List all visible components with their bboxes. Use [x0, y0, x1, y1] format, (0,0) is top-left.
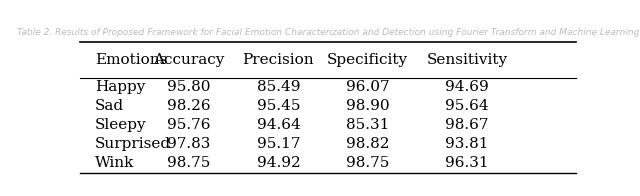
Text: Sleepy: Sleepy [95, 118, 147, 132]
Text: 95.76: 95.76 [168, 118, 211, 132]
Text: Happy: Happy [95, 80, 145, 94]
Text: 94.92: 94.92 [257, 156, 300, 170]
Text: Emotions: Emotions [95, 53, 167, 67]
Text: 95.64: 95.64 [445, 99, 489, 113]
Text: Surprised: Surprised [95, 137, 171, 151]
Text: 98.75: 98.75 [346, 156, 389, 170]
Text: Wink: Wink [95, 156, 134, 170]
Text: 96.31: 96.31 [445, 156, 489, 170]
Text: Specificity: Specificity [327, 53, 408, 67]
Text: 95.45: 95.45 [257, 99, 300, 113]
Text: 95.80: 95.80 [168, 80, 211, 94]
Text: 93.81: 93.81 [445, 137, 488, 151]
Text: 98.90: 98.90 [346, 99, 390, 113]
Text: 85.31: 85.31 [346, 118, 389, 132]
Text: 95.17: 95.17 [257, 137, 300, 151]
Text: Table 2. Results of Proposed Framework for Facial Emotion Characterization and D: Table 2. Results of Proposed Framework f… [17, 28, 639, 37]
Text: 97.83: 97.83 [168, 137, 211, 151]
Text: Precision: Precision [243, 53, 314, 67]
Text: 85.49: 85.49 [257, 80, 300, 94]
Text: 98.82: 98.82 [346, 137, 389, 151]
Text: 98.67: 98.67 [445, 118, 488, 132]
Text: 94.69: 94.69 [445, 80, 489, 94]
Text: Sensitivity: Sensitivity [426, 53, 508, 67]
Text: 98.26: 98.26 [167, 99, 211, 113]
Text: Sad: Sad [95, 99, 124, 113]
Text: 96.07: 96.07 [346, 80, 390, 94]
Text: 98.75: 98.75 [168, 156, 211, 170]
Text: 94.64: 94.64 [257, 118, 300, 132]
Text: Accuracy: Accuracy [154, 53, 225, 67]
